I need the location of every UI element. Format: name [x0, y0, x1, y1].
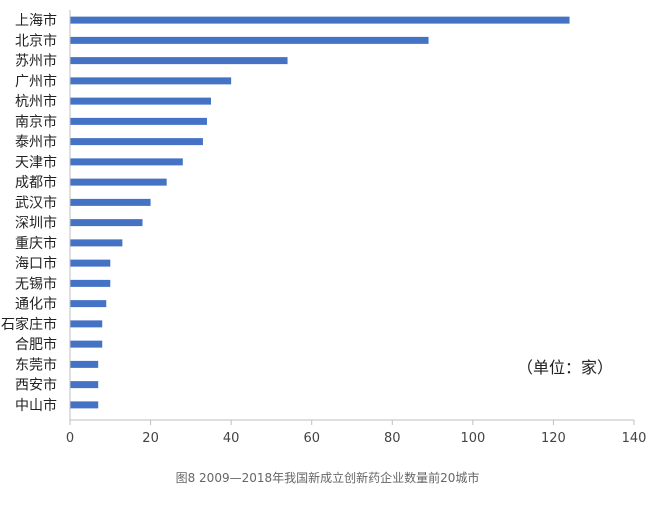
unit-annotation: （单位：家）: [517, 358, 613, 377]
x-tick-label: 40: [223, 431, 240, 446]
bar: [70, 198, 151, 206]
category-label: 重庆市: [15, 235, 57, 252]
category-label: 苏州市: [15, 53, 57, 70]
x-tick-label: 60: [303, 431, 320, 446]
x-tick-label: 80: [384, 431, 401, 446]
bar: [70, 340, 103, 348]
bar: [70, 279, 111, 287]
bar: [70, 77, 232, 85]
category-labels: 上海市北京市苏州市广州市杭州市南京市泰州市天津市成都市武汉市深圳市重庆市海口市无…: [1, 12, 57, 414]
category-label: 深圳市: [15, 215, 57, 232]
bar: [70, 97, 211, 105]
figure-caption: 图8 2009—2018年我国新成立创新药企业数量前20城市: [175, 471, 480, 485]
category-label: 合肥市: [15, 336, 57, 353]
x-tick-labels: 0 20 40 60 80 100 120 140: [66, 420, 647, 446]
category-label: 成都市: [15, 174, 57, 191]
bar: [70, 178, 167, 186]
bar: [70, 16, 570, 24]
bar: [70, 381, 99, 389]
category-label: 东莞市: [15, 356, 57, 373]
category-label: 杭州市: [15, 93, 57, 110]
category-label: 中山市: [15, 397, 57, 414]
category-label: 泰州市: [15, 134, 57, 151]
x-tick-label: 20: [142, 431, 159, 446]
bar: [70, 360, 99, 368]
bar: [70, 36, 429, 44]
bar: [70, 158, 183, 166]
bar: [70, 401, 99, 409]
bar: [70, 219, 143, 227]
category-label: 上海市: [15, 12, 57, 29]
bar: [70, 259, 111, 267]
x-tick-label: 120: [541, 431, 566, 446]
bar: [70, 300, 107, 308]
category-label: 西安市: [15, 377, 57, 394]
category-label: 无锡市: [15, 275, 57, 292]
category-label: 通化市: [15, 296, 57, 313]
bar: [70, 239, 123, 247]
bar: [70, 320, 103, 328]
bars-group: [70, 16, 570, 409]
category-label: 南京市: [15, 113, 57, 130]
category-label: 武汉市: [15, 194, 57, 211]
bar-chart: 上海市北京市苏州市广州市杭州市南京市泰州市天津市成都市武汉市深圳市重庆市海口市无…: [1, 10, 647, 446]
category-label: 北京市: [15, 32, 57, 49]
x-tick-label: 140: [622, 431, 647, 446]
x-tick-label: 0: [66, 431, 74, 446]
category-label: 海口市: [15, 255, 57, 272]
category-label: 广州市: [15, 73, 57, 90]
bar: [70, 57, 288, 65]
bar: [70, 117, 207, 125]
bar: [70, 138, 203, 146]
category-label: 天津市: [15, 154, 57, 171]
category-label: 石家庄市: [1, 316, 57, 333]
x-tick-label: 100: [460, 431, 485, 446]
